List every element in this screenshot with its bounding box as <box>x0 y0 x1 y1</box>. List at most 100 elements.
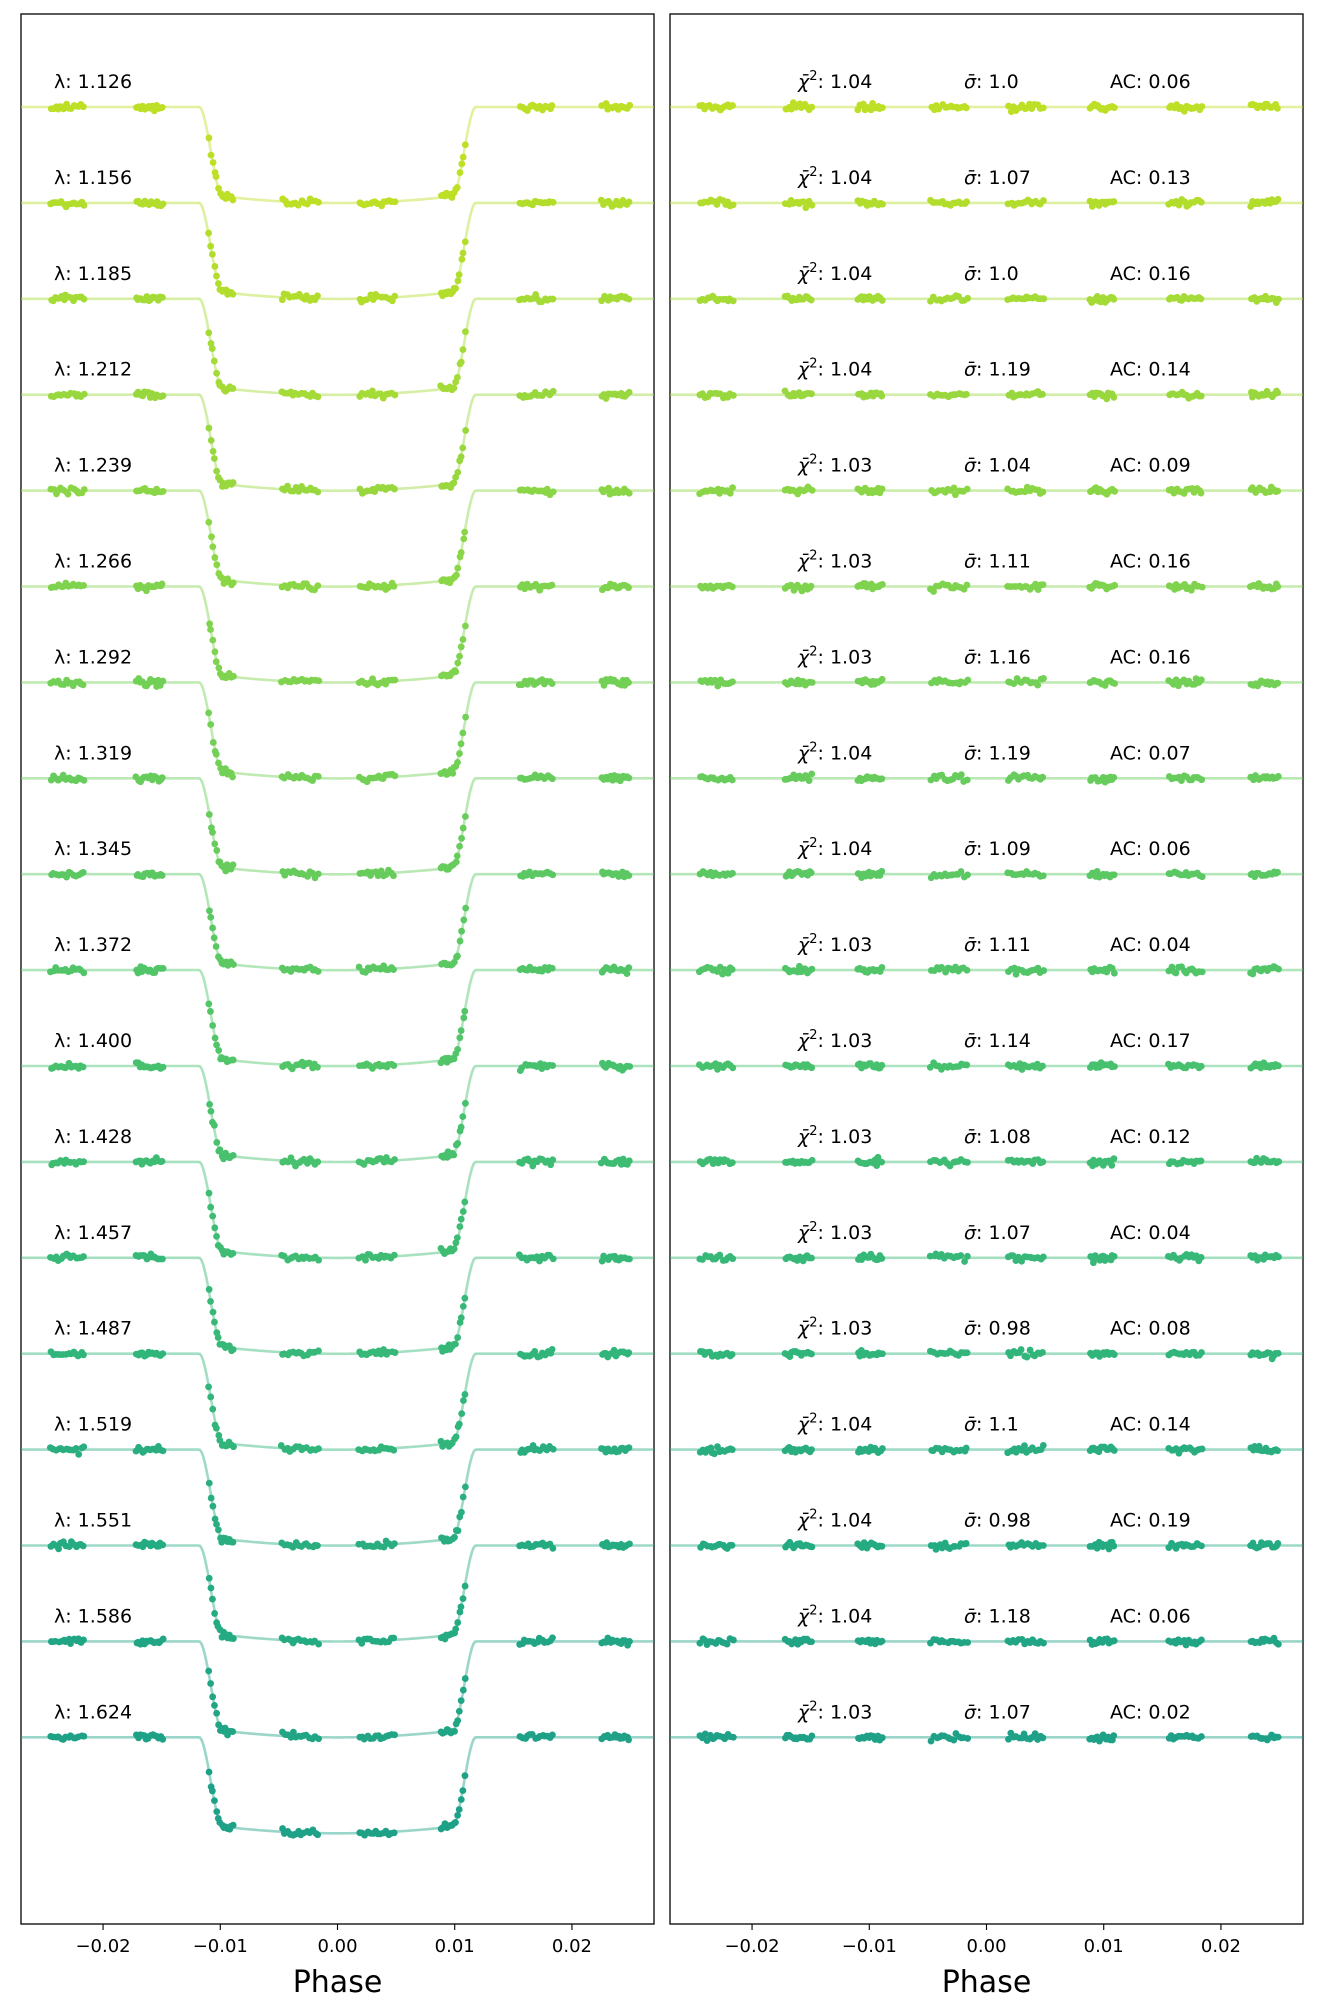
data-point <box>458 927 465 935</box>
residual-point <box>728 1350 736 1358</box>
residual-point <box>878 1637 886 1645</box>
residual-point <box>1021 1442 1028 1450</box>
data-point <box>207 1008 214 1015</box>
data-point <box>315 1640 323 1648</box>
residual-point <box>1039 1442 1047 1449</box>
residual-point <box>964 294 972 302</box>
residual-point <box>878 775 886 783</box>
data-point <box>314 488 322 496</box>
data-point <box>549 1062 557 1069</box>
residual-point <box>729 869 736 877</box>
data-point <box>207 242 215 250</box>
residual-point <box>879 200 886 208</box>
residual-point <box>964 1252 971 1260</box>
residual-point <box>728 1541 736 1549</box>
data-point <box>207 1680 215 1687</box>
data-point <box>205 811 213 818</box>
data-point <box>212 943 220 950</box>
data-point <box>80 390 88 398</box>
data-point <box>213 1139 221 1146</box>
data-point <box>215 280 222 288</box>
data-point <box>626 1063 634 1070</box>
wavelength-label: λ: 1.624 <box>54 1701 132 1723</box>
residual-point <box>1198 968 1206 976</box>
data-point <box>207 1107 215 1115</box>
residual-point <box>1039 581 1047 588</box>
data-point <box>229 1151 237 1159</box>
chi2-label: χ̄2: 1.03 <box>797 1699 872 1723</box>
data-point <box>213 1709 221 1717</box>
residual-point <box>808 1732 816 1740</box>
residual-point <box>879 1350 886 1358</box>
data-point <box>455 1707 463 1715</box>
data-point <box>459 636 467 643</box>
data-point <box>159 677 167 685</box>
sigma-label: σ̄: 1.11 <box>964 934 1031 956</box>
data-point <box>459 249 467 257</box>
residual-point <box>1110 969 1118 977</box>
data-point <box>457 549 465 556</box>
data-point <box>80 1636 87 1644</box>
data-point <box>452 858 460 866</box>
residual-point <box>1275 1253 1282 1261</box>
data-point <box>461 528 469 536</box>
data-point <box>459 1208 467 1215</box>
data-point <box>64 490 72 498</box>
data-point <box>390 1829 398 1837</box>
autocorrelation-label: AC: 0.16 <box>1110 646 1191 668</box>
wavelength-label: λ: 1.292 <box>54 646 132 668</box>
residual-point <box>878 964 886 971</box>
data-point <box>314 1542 321 1550</box>
right-x-tick-label: 0.01 <box>1084 1936 1124 1957</box>
residual-point <box>957 1252 965 1259</box>
residual-point <box>878 675 886 683</box>
chi2-label: χ̄2: 1.03 <box>797 453 872 477</box>
residual-point <box>1110 393 1118 401</box>
data-point <box>229 773 236 781</box>
data-point <box>457 358 465 366</box>
data-point <box>79 868 87 876</box>
data-point <box>211 1318 218 1326</box>
data-point <box>548 102 556 109</box>
data-point <box>450 384 458 392</box>
residual-point <box>1274 772 1282 780</box>
residual-point <box>807 296 815 304</box>
data-point <box>80 1351 87 1359</box>
data-point <box>80 486 88 493</box>
data-point <box>207 1494 215 1502</box>
data-point <box>79 681 87 689</box>
residual-point <box>1110 871 1118 879</box>
data-point <box>315 677 323 685</box>
autocorrelation-label: AC: 0.04 <box>1110 1222 1191 1244</box>
sigma-label: σ̄: 1.07 <box>964 1222 1031 1244</box>
data-point <box>208 250 216 258</box>
data-point <box>205 518 213 526</box>
residual-point <box>808 1638 815 1646</box>
residual-point <box>1274 1447 1281 1455</box>
data-point <box>458 160 466 168</box>
residual-point <box>728 966 736 973</box>
residual-point <box>878 580 886 588</box>
data-point <box>454 1139 462 1147</box>
residual-point <box>1034 681 1042 689</box>
residual-point <box>963 1061 971 1069</box>
data-point <box>205 1768 213 1776</box>
data-point <box>209 447 217 455</box>
data-point <box>213 369 221 377</box>
data-point <box>362 1256 369 1264</box>
data-point <box>207 436 215 444</box>
autocorrelation-label: AC: 0.12 <box>1110 1126 1191 1148</box>
residual-point <box>1110 1637 1118 1645</box>
data-point <box>159 1063 167 1071</box>
residual-point <box>1039 1542 1047 1549</box>
right-x-tick-label: 0.00 <box>966 1936 1006 1957</box>
data-point <box>205 1574 213 1582</box>
residual-point <box>1197 392 1205 400</box>
data-point <box>462 713 469 721</box>
data-point <box>456 1034 464 1042</box>
data-point <box>205 1479 213 1487</box>
residual-point <box>1110 295 1118 303</box>
autocorrelation-label: AC: 0.02 <box>1110 1701 1191 1723</box>
data-point <box>454 1045 462 1053</box>
data-point <box>213 1808 221 1816</box>
